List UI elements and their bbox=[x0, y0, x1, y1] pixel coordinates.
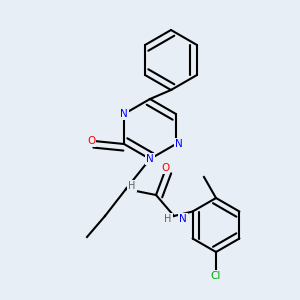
Text: N: N bbox=[175, 139, 183, 149]
Text: N: N bbox=[120, 109, 128, 119]
Text: O: O bbox=[161, 163, 169, 173]
Text: Cl: Cl bbox=[211, 271, 221, 281]
Text: O: O bbox=[87, 136, 95, 146]
Text: N: N bbox=[146, 154, 154, 164]
Text: H: H bbox=[128, 181, 136, 191]
Text: N: N bbox=[179, 214, 187, 224]
Text: H: H bbox=[164, 214, 172, 224]
